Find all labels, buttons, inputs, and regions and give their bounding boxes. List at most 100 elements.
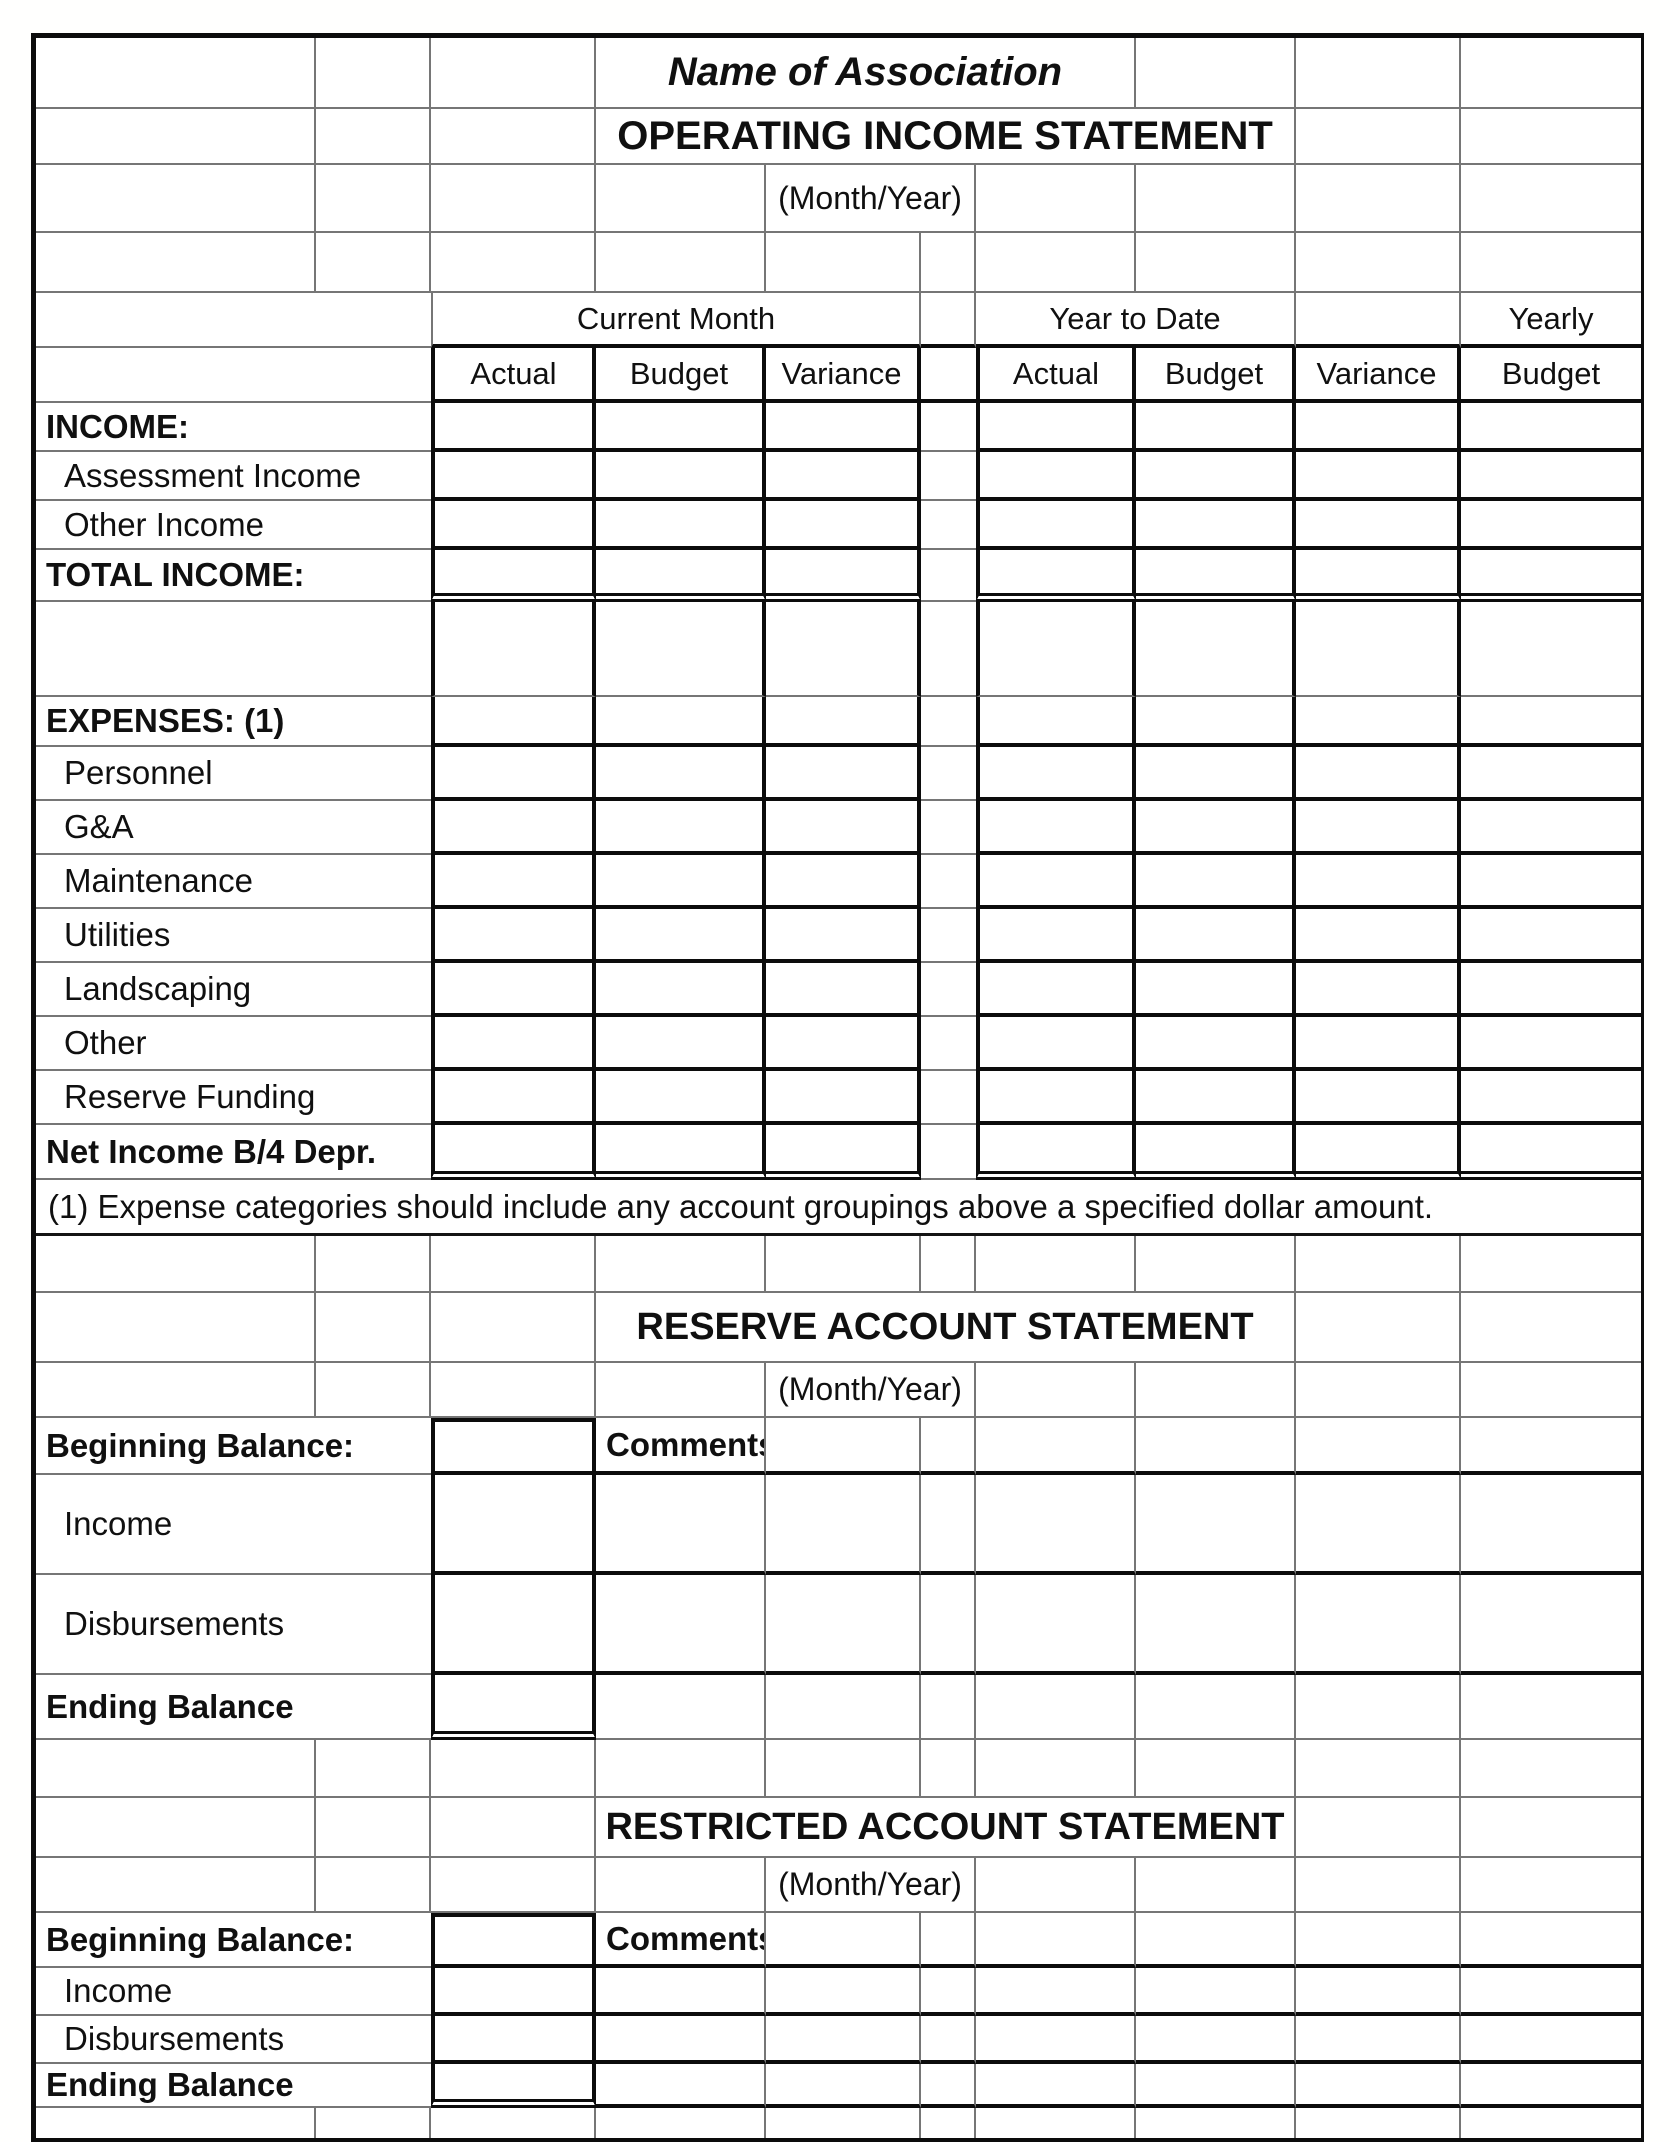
- spacer-cell: [921, 801, 976, 855]
- restricted-period-label: (Month/Year): [766, 1858, 976, 1913]
- comments-cell: [1296, 1968, 1461, 2016]
- reserve-period-label: (Month/Year): [766, 1363, 976, 1418]
- table-row: Landscaping: [36, 963, 1641, 1017]
- table-row: Other: [36, 1017, 1641, 1071]
- table-row: Beginning Balance: Comments:: [36, 1913, 1641, 1968]
- restricted-disbursements-box: [431, 2016, 596, 2064]
- data-cell: [976, 747, 1136, 801]
- comments-cell: [976, 1575, 1136, 1675]
- empty-cell: [36, 2108, 316, 2138]
- table-row: [36, 1740, 1641, 1798]
- data-cell: [1136, 501, 1296, 550]
- data-cell: [976, 403, 1136, 452]
- reserve-beginning-balance-label: Beginning Balance:: [36, 1418, 431, 1475]
- data-cell: [766, 1017, 921, 1071]
- spacer-cell: [921, 855, 976, 909]
- empty-cell: [921, 233, 976, 293]
- comments-cell: [921, 1675, 976, 1740]
- empty-cell: [36, 1798, 316, 1858]
- empty-cell: [431, 233, 596, 293]
- table-row: Current Month Year to Date Yearly: [36, 293, 1641, 348]
- comments-cell: [1136, 2064, 1296, 2108]
- data-cell: [1296, 1125, 1461, 1180]
- data-cell: [766, 403, 921, 452]
- data-cell: [596, 963, 766, 1017]
- data-cell: [431, 855, 596, 909]
- row-label-landscaping: Landscaping: [36, 963, 431, 1017]
- empty-cell: [921, 1740, 976, 1798]
- comments-cell: [596, 1968, 766, 2016]
- data-cell: [596, 602, 766, 697]
- spacer-cell: [921, 1071, 976, 1125]
- comments-cell: [1136, 1675, 1296, 1740]
- table-row: Ending Balance: [36, 2064, 1641, 2108]
- empty-cell: [316, 2108, 431, 2138]
- data-cell: [431, 1017, 596, 1071]
- table-row: [36, 1236, 1641, 1293]
- empty-cell: [1461, 1236, 1641, 1293]
- data-cell: [1461, 1071, 1641, 1125]
- table-row: Maintenance: [36, 855, 1641, 909]
- data-cell: [976, 452, 1136, 501]
- comments-cell: [1296, 1418, 1461, 1475]
- group-header-yearly: Yearly: [1461, 293, 1641, 348]
- spacer-cell: [921, 452, 976, 501]
- empty-cell: [1296, 233, 1461, 293]
- empty-cell: [1136, 165, 1296, 233]
- empty-cell: [36, 165, 316, 233]
- table-row: RESTRICTED ACCOUNT STATEMENT: [36, 1798, 1641, 1858]
- data-cell: [976, 963, 1136, 1017]
- spacer-cell: [921, 909, 976, 963]
- comments-cell: [976, 1675, 1136, 1740]
- data-cell: [1136, 550, 1296, 602]
- empty-cell: [36, 348, 431, 403]
- comments-cell: [976, 1418, 1136, 1475]
- comments-cell: [766, 2016, 921, 2064]
- comments-cell: [1461, 1575, 1641, 1675]
- comments-cell: [1461, 1675, 1641, 1740]
- empty-cell: [316, 1363, 431, 1418]
- data-cell: [1461, 452, 1641, 501]
- data-cell: [1136, 1017, 1296, 1071]
- restricted-comments-label: Comments:: [596, 1913, 766, 1968]
- data-cell: [1461, 963, 1641, 1017]
- comments-cell: [766, 1968, 921, 2016]
- data-cell: [1461, 909, 1641, 963]
- table-row: [36, 2108, 1641, 2138]
- empty-cell: [596, 1363, 766, 1418]
- empty-cell: [1461, 2108, 1641, 2138]
- empty-cell: [316, 1236, 431, 1293]
- statement-title: OPERATING INCOME STATEMENT: [596, 109, 1296, 165]
- data-cell: [596, 855, 766, 909]
- data-cell: [1296, 602, 1461, 697]
- period-label: (Month/Year): [766, 165, 976, 233]
- col-header-cm-variance: Variance: [766, 348, 921, 403]
- table-row: OPERATING INCOME STATEMENT: [36, 109, 1641, 165]
- data-cell: [596, 403, 766, 452]
- data-cell: [976, 909, 1136, 963]
- comments-cell: [766, 1913, 921, 1968]
- form-table: Name of Association OPERATING INCOME STA…: [31, 33, 1644, 2142]
- data-cell: [431, 909, 596, 963]
- data-cell: [431, 963, 596, 1017]
- comments-cell: [1136, 1968, 1296, 2016]
- reserve-beginning-balance-box: [431, 1418, 596, 1475]
- comments-cell: [921, 2016, 976, 2064]
- empty-cell: [316, 1798, 431, 1858]
- comments-cell: [1296, 1675, 1461, 1740]
- data-cell: [976, 501, 1136, 550]
- comments-cell: [1136, 1575, 1296, 1675]
- empty-cell: [1461, 165, 1641, 233]
- empty-cell: [976, 1858, 1136, 1913]
- reserve-comments-label: Comments:: [596, 1418, 766, 1475]
- comments-cell: [596, 2064, 766, 2108]
- data-cell: [1461, 550, 1641, 602]
- comments-cell: [921, 1575, 976, 1675]
- empty-cell: [36, 1858, 316, 1913]
- association-name: Name of Association: [596, 38, 1136, 109]
- restricted-income-box: [431, 1968, 596, 2016]
- empty-cell: [431, 165, 596, 233]
- comments-cell: [1461, 1913, 1641, 1968]
- reserve-disbursements-label: Disbursements: [36, 1575, 431, 1675]
